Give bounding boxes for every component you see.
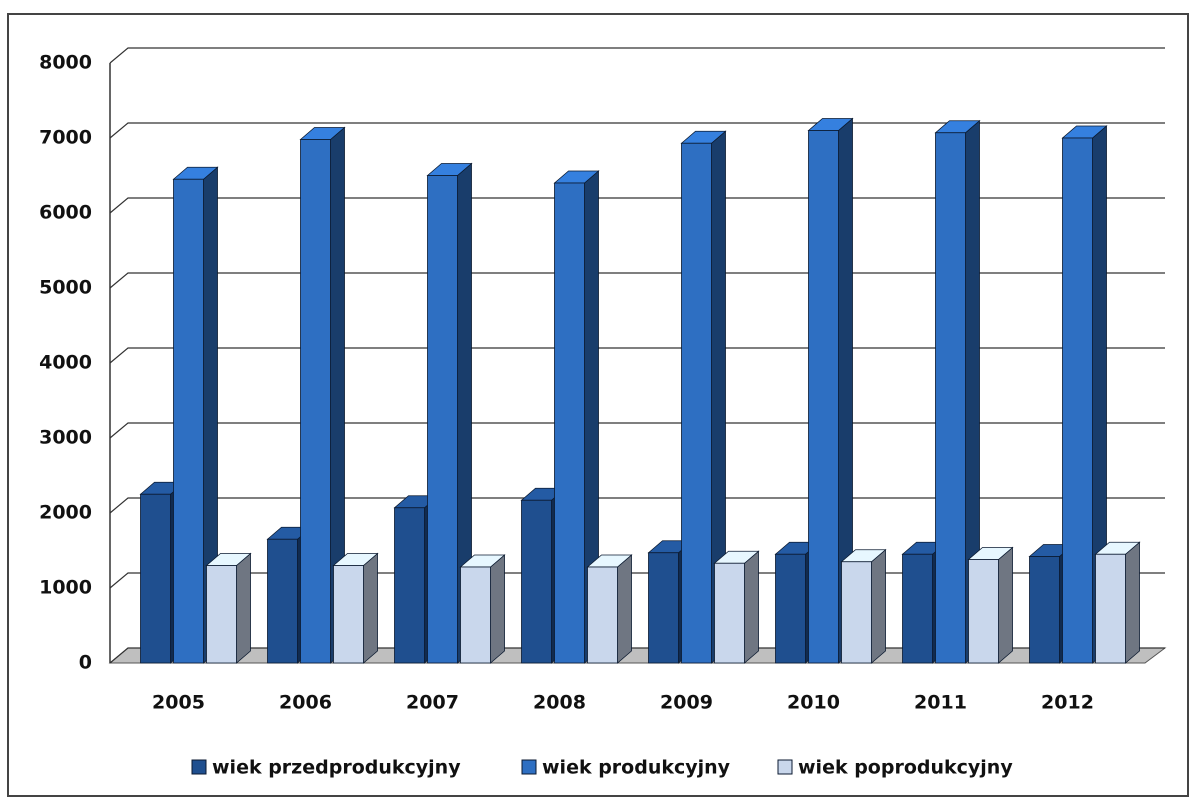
bar	[1029, 556, 1060, 664]
bar	[587, 566, 618, 664]
bar	[935, 132, 966, 664]
y-tick-label: 5000	[39, 277, 92, 299]
bar	[841, 561, 872, 664]
legend-label: wiek przedprodukcyjny	[212, 757, 461, 779]
y-tick-label: 4000	[39, 352, 92, 374]
bar	[902, 553, 933, 664]
bar	[1095, 553, 1126, 664]
bar	[267, 538, 298, 664]
x-tick-label: 2010	[787, 692, 840, 714]
bar	[554, 182, 585, 664]
x-tick-label: 2008	[533, 692, 586, 714]
bar	[300, 139, 331, 664]
bar	[1062, 137, 1093, 664]
bar-side	[871, 548, 886, 664]
y-tick-label: 1000	[39, 577, 92, 599]
legend-label: wiek produkcyjny	[542, 757, 731, 779]
legend-label: wiek poprodukcyjny	[798, 757, 1013, 779]
bar	[714, 562, 745, 664]
y-tick-label: 7000	[39, 127, 92, 149]
x-tick-label: 2011	[914, 692, 967, 714]
bar	[968, 559, 999, 664]
x-tick-label: 2012	[1041, 692, 1094, 714]
x-tick-label: 2006	[279, 692, 332, 714]
bar	[521, 499, 552, 664]
bar-side	[617, 554, 632, 664]
legend-swatch	[777, 759, 793, 775]
bar	[394, 507, 425, 664]
y-tick-label: 6000	[39, 202, 92, 224]
bar-side	[236, 552, 251, 664]
bar-side	[998, 546, 1013, 664]
bar	[775, 553, 806, 664]
legend-swatch	[521, 759, 537, 775]
bar	[808, 130, 839, 664]
bar-side	[363, 552, 378, 664]
bar	[140, 493, 171, 664]
bar-side	[490, 554, 505, 664]
y-tick-label: 0	[79, 652, 92, 674]
bar	[206, 565, 237, 664]
x-tick-label: 2007	[406, 692, 459, 714]
y-tick-label: 8000	[39, 52, 92, 74]
x-tick-label: 2005	[152, 692, 205, 714]
bar	[173, 178, 204, 664]
y-tick-label: 3000	[39, 427, 92, 449]
bar-side	[1125, 541, 1140, 664]
bar	[427, 175, 458, 664]
legend-swatch	[191, 759, 207, 775]
bar	[681, 142, 712, 664]
grid-line	[109, 47, 1165, 64]
x-tick-label: 2009	[660, 692, 713, 714]
bar	[648, 552, 679, 664]
bar	[460, 566, 491, 664]
bar	[333, 565, 364, 664]
y-tick-label: 2000	[39, 502, 92, 524]
bar-side	[744, 550, 759, 664]
